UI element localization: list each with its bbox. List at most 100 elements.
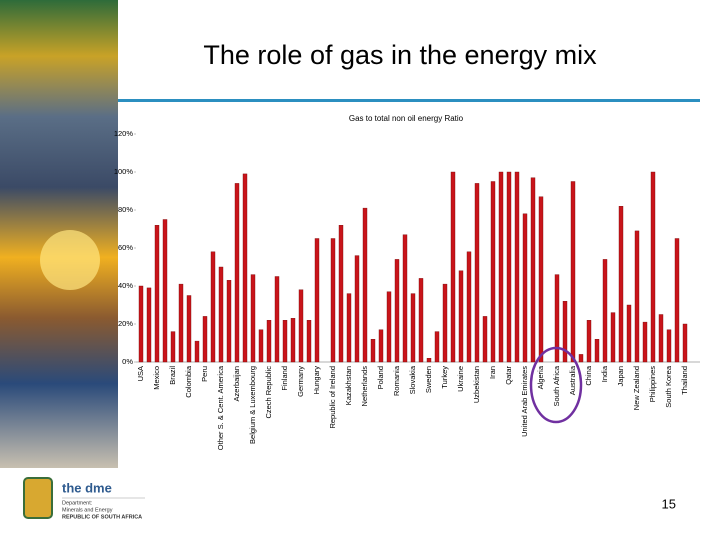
chart-title: Gas to total non oil energy Ratio — [349, 114, 464, 123]
bar — [250, 274, 256, 363]
bar — [578, 354, 584, 363]
x-tick-label: China — [584, 365, 593, 385]
bar — [378, 329, 384, 363]
bar — [330, 238, 336, 363]
x-tick-label: Czech Republic — [264, 366, 273, 419]
x-tick-label: Belgium & Luxembourg — [248, 366, 257, 444]
bar — [202, 316, 208, 363]
bar — [274, 276, 280, 363]
page-number: 15 — [662, 496, 676, 511]
x-tick-label: South Africa — [552, 365, 561, 406]
bar — [442, 283, 448, 363]
x-tick-label: Brazil — [168, 366, 177, 385]
bar — [682, 323, 688, 363]
bar — [530, 177, 536, 363]
x-tick-label: Poland — [376, 366, 385, 389]
bar — [314, 238, 320, 363]
bar — [194, 340, 200, 363]
bar — [186, 295, 192, 363]
y-tick-label: 0% — [122, 357, 133, 366]
bar — [362, 207, 368, 363]
bar — [458, 270, 464, 363]
bar — [394, 259, 400, 363]
x-tick-label: Mexico — [152, 366, 161, 390]
bar — [426, 358, 432, 363]
bar — [650, 171, 656, 363]
x-tick-label: Kazakhstan — [344, 366, 353, 405]
bar — [306, 320, 312, 363]
bar — [154, 224, 160, 363]
x-tick-label: Japan — [616, 366, 625, 386]
bar — [554, 274, 560, 363]
bar — [634, 230, 640, 363]
x-tick-label: Germany — [296, 366, 305, 397]
y-tick-label: 100% — [114, 167, 134, 176]
bar — [522, 213, 528, 363]
bar — [410, 293, 416, 363]
bar — [506, 171, 512, 363]
x-tick-label: Republic of Ireland — [328, 366, 337, 429]
logo-ministry: Minerals and Energy — [62, 507, 113, 513]
bar — [346, 293, 352, 363]
x-tick-label: Qatar — [504, 366, 513, 385]
highlight-circle — [529, 346, 583, 424]
y-tick-label: 40% — [118, 281, 133, 290]
x-tick-label: Ukraine — [456, 366, 465, 392]
bar — [162, 219, 168, 363]
y-tick-label: 80% — [118, 205, 133, 214]
x-tick-label: Azerbaijan — [232, 366, 241, 401]
x-tick-label: Peru — [200, 366, 209, 382]
bar — [482, 316, 488, 363]
bar — [354, 255, 360, 363]
y-tick-label: 20% — [118, 319, 133, 328]
bar — [146, 287, 152, 363]
bar — [210, 251, 216, 363]
x-tick-label: New Zealand — [632, 366, 641, 410]
bar — [466, 251, 472, 363]
x-tick-label: South Korea — [664, 365, 673, 408]
bar — [266, 320, 272, 363]
bar — [402, 234, 408, 363]
x-tick-label: Netherlands — [360, 366, 369, 407]
bar — [658, 314, 664, 363]
x-tick-label: Turkey — [440, 366, 449, 389]
bar — [602, 259, 608, 363]
x-tick-label: Algeria — [536, 365, 545, 389]
bar — [298, 289, 304, 363]
bar — [666, 329, 672, 363]
bar — [138, 285, 144, 363]
title-rule — [118, 99, 700, 102]
bar — [514, 171, 520, 363]
slide-title: The role of gas in the energy mix — [203, 40, 597, 70]
x-tick-label: United Arab Emirates — [520, 366, 529, 437]
x-tick-label: Thailand — [680, 366, 689, 395]
x-tick-label: Finland — [280, 366, 289, 391]
footer — [0, 468, 720, 540]
x-tick-label: Uzbekistan — [472, 366, 481, 403]
plot: 0% 20% 40% 60% 80% 100% 120% USA Mexico Brazil Col… — [114, 129, 689, 450]
bar — [386, 291, 392, 363]
bar — [626, 304, 632, 363]
bar — [474, 183, 480, 363]
bar — [242, 173, 248, 363]
x-tick-label: Hungary — [312, 366, 321, 395]
bar — [498, 171, 504, 363]
bar — [434, 331, 440, 363]
bar — [338, 224, 344, 363]
bar — [218, 266, 224, 363]
bar — [370, 339, 376, 363]
x-tick-label: Sweden — [424, 366, 433, 393]
bar — [234, 183, 240, 363]
x-tick-label: Iran — [488, 366, 497, 379]
x-tick-label: Australia — [568, 365, 577, 395]
y-tick-label: 60% — [118, 243, 133, 252]
bar — [170, 331, 176, 363]
bar — [290, 318, 296, 363]
x-tick-label: Philippines — [648, 366, 657, 403]
bar — [642, 321, 648, 363]
x-tick-label: Slovakia — [408, 365, 417, 394]
bar — [490, 181, 496, 363]
logo-name: the dme — [62, 480, 112, 495]
bar — [610, 312, 616, 363]
bar — [562, 301, 568, 363]
